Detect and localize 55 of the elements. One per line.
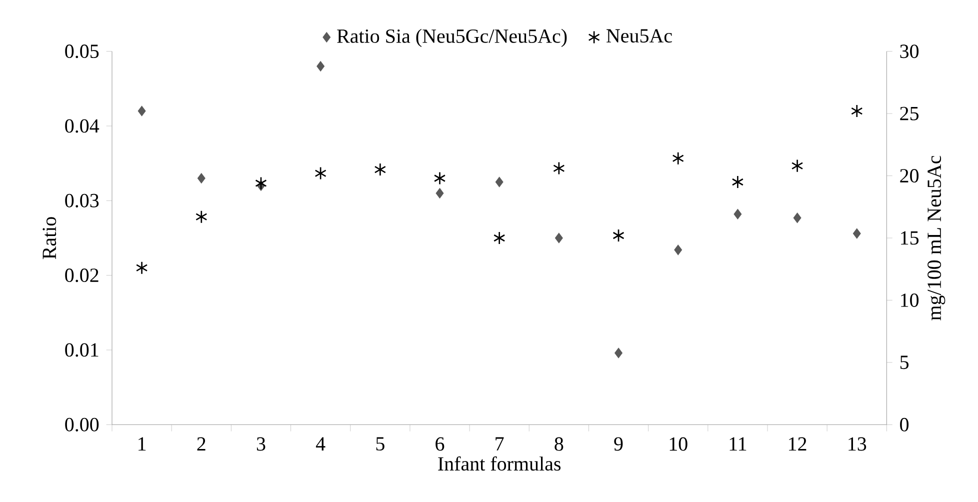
y2-tick-label: 15 bbox=[901, 231, 919, 245]
point bbox=[674, 245, 682, 255]
point bbox=[853, 228, 861, 238]
point bbox=[555, 233, 563, 243]
point bbox=[553, 162, 565, 175]
point bbox=[493, 231, 506, 245]
y2-tick-label: 30 bbox=[900, 44, 919, 58]
x-tick-label: 7 bbox=[496, 437, 504, 450]
point bbox=[791, 159, 804, 172]
point bbox=[196, 210, 208, 224]
point bbox=[495, 177, 504, 187]
x-tick-label: 9 bbox=[614, 437, 623, 451]
y2-tick-label: 5 bbox=[900, 356, 909, 370]
x-tick-label: 2 bbox=[197, 437, 206, 451]
y-tick-label: 0.04 bbox=[65, 119, 100, 133]
legend-label: Ratio Sia (Neu5Gc/Neu5Ac) bbox=[337, 28, 567, 47]
point bbox=[316, 61, 324, 72]
y2-tick-label: 25 bbox=[900, 106, 919, 120]
y-tick-label: 0.02 bbox=[65, 268, 98, 282]
x-tick-label: 6 bbox=[436, 437, 444, 451]
point bbox=[851, 104, 863, 118]
point bbox=[614, 348, 622, 358]
x-tick-label: 1 bbox=[138, 437, 146, 450]
x-tick-label: 13 bbox=[848, 437, 866, 451]
y-tick-label: 0.00 bbox=[65, 418, 99, 432]
x-tick-label: 12 bbox=[789, 437, 806, 451]
point bbox=[255, 176, 267, 190]
point bbox=[436, 188, 444, 198]
x-tick-label: 5 bbox=[376, 437, 384, 451]
point bbox=[374, 162, 386, 176]
point bbox=[314, 166, 326, 180]
point bbox=[136, 261, 148, 275]
y-tick-label: 0.01 bbox=[65, 343, 98, 357]
x-tick-label: 11 bbox=[730, 437, 746, 450]
y-tick-label: 0.05 bbox=[65, 44, 99, 58]
x-tick-label: 3 bbox=[256, 437, 266, 451]
point bbox=[612, 228, 624, 242]
x-axis-title: Infant formulas bbox=[438, 456, 561, 471]
y2-tick-label: 10 bbox=[901, 293, 919, 307]
point bbox=[138, 106, 146, 116]
legend-label: Neu5Ac bbox=[606, 29, 672, 43]
x-tick-label: 10 bbox=[670, 437, 688, 451]
point bbox=[793, 212, 802, 223]
point bbox=[672, 152, 684, 166]
x-tick-label: 4 bbox=[316, 437, 326, 450]
point bbox=[732, 175, 744, 189]
point bbox=[734, 209, 742, 220]
y2-tick-label: 0 bbox=[900, 418, 909, 432]
point bbox=[198, 173, 206, 184]
y-axis-title: Ratio bbox=[42, 217, 56, 260]
point bbox=[434, 172, 446, 185]
y2-tick-label: 20 bbox=[900, 169, 919, 183]
y-tick-label: 0.03 bbox=[65, 194, 99, 208]
y2-axis-title: mg/100 mL Neu5Ac bbox=[928, 156, 946, 320]
x-tick-label: 8 bbox=[554, 437, 564, 451]
